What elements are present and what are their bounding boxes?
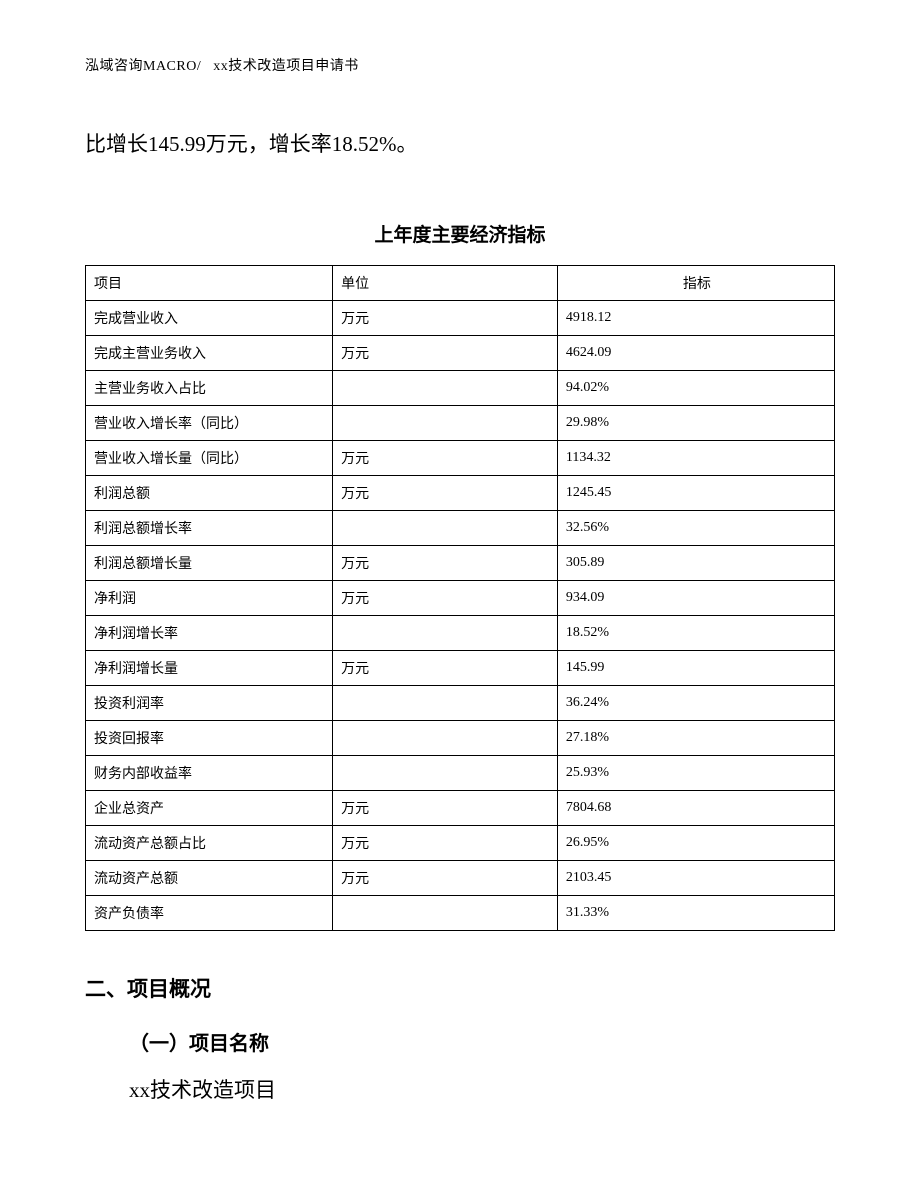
- table-row: 营业收入增长率（同比） 29.98%: [86, 405, 835, 440]
- table-title: 上年度主要经济指标: [85, 220, 835, 247]
- table-cell: 完成主营业务收入: [86, 335, 333, 370]
- table-row: 完成主营业务收入万元4624.09: [86, 335, 835, 370]
- table-cell: 4918.12: [557, 300, 834, 335]
- table-row: 财务内部收益率 25.93%: [86, 755, 835, 790]
- table-cell: 2103.45: [557, 860, 834, 895]
- table-cell: 1134.32: [557, 440, 834, 475]
- table-row: 利润总额增长量万元305.89: [86, 545, 835, 580]
- table-cell: 利润总额增长率: [86, 510, 333, 545]
- table-row: 净利润增长率 18.52%: [86, 615, 835, 650]
- table-cell: 财务内部收益率: [86, 755, 333, 790]
- table-row: 利润总额万元1245.45: [86, 475, 835, 510]
- table-cell: 营业收入增长率（同比）: [86, 405, 333, 440]
- table-cell: 31.33%: [557, 895, 834, 930]
- table-cell: 净利润: [86, 580, 333, 615]
- table-cell: [333, 370, 558, 405]
- table-row: 资产负债率 31.33%: [86, 895, 835, 930]
- table-row: 投资利润率 36.24%: [86, 685, 835, 720]
- table-body: 完成营业收入万元4918.12完成主营业务收入万元4624.09主营业务收入占比…: [86, 300, 835, 930]
- col-header-indicator: 指标: [557, 265, 834, 300]
- table-cell: 94.02%: [557, 370, 834, 405]
- table-cell: 流动资产总额: [86, 860, 333, 895]
- table-row: 流动资产总额万元2103.45: [86, 860, 835, 895]
- table-cell: [333, 755, 558, 790]
- table-row: 净利润增长量万元145.99: [86, 650, 835, 685]
- table-cell: 25.93%: [557, 755, 834, 790]
- table-row: 流动资产总额占比万元26.95%: [86, 825, 835, 860]
- table-cell: [333, 405, 558, 440]
- table-cell: [333, 685, 558, 720]
- table-cell: 26.95%: [557, 825, 834, 860]
- table-row: 完成营业收入万元4918.12: [86, 300, 835, 335]
- project-name-text: xx技术改造项目: [129, 1074, 835, 1104]
- table-cell: 万元: [333, 545, 558, 580]
- table-cell: 万元: [333, 825, 558, 860]
- col-header-unit: 单位: [333, 265, 558, 300]
- section-heading-3: （一）项目名称: [129, 1027, 835, 1056]
- table-cell: 万元: [333, 580, 558, 615]
- table-cell: 7804.68: [557, 790, 834, 825]
- section-heading-2: 二、项目概况: [85, 973, 835, 1003]
- table-cell: 主营业务收入占比: [86, 370, 333, 405]
- table-row: 主营业务收入占比 94.02%: [86, 370, 835, 405]
- table-cell: 万元: [333, 300, 558, 335]
- table-cell: 32.56%: [557, 510, 834, 545]
- table-cell: 万元: [333, 860, 558, 895]
- table-cell: 27.18%: [557, 720, 834, 755]
- document-page: 泓域咨询MACRO/ xx技术改造项目申请书 比增长145.99万元，增长率18…: [0, 0, 920, 1191]
- table-cell: 万元: [333, 440, 558, 475]
- table-cell: [333, 720, 558, 755]
- header-left: 泓域咨询MACRO/: [85, 59, 201, 74]
- table-cell: 营业收入增长量（同比）: [86, 440, 333, 475]
- table-cell: 4624.09: [557, 335, 834, 370]
- table-header-row: 项目 单位 指标: [86, 265, 835, 300]
- table-cell: 万元: [333, 475, 558, 510]
- table-cell: 企业总资产: [86, 790, 333, 825]
- table-row: 营业收入增长量（同比）万元1134.32: [86, 440, 835, 475]
- table-cell: [333, 615, 558, 650]
- table-cell: 万元: [333, 650, 558, 685]
- table-cell: 1245.45: [557, 475, 834, 510]
- table-row: 企业总资产万元7804.68: [86, 790, 835, 825]
- table-cell: 利润总额: [86, 475, 333, 510]
- table-cell: 29.98%: [557, 405, 834, 440]
- table-cell: 305.89: [557, 545, 834, 580]
- table-row: 投资回报率 27.18%: [86, 720, 835, 755]
- table-cell: 投资利润率: [86, 685, 333, 720]
- table-cell: 流动资产总额占比: [86, 825, 333, 860]
- table-cell: 净利润增长量: [86, 650, 333, 685]
- table-cell: 145.99: [557, 650, 834, 685]
- table-cell: [333, 895, 558, 930]
- table-cell: 万元: [333, 790, 558, 825]
- table-cell: [333, 510, 558, 545]
- table-row: 净利润万元934.09: [86, 580, 835, 615]
- table-cell: 投资回报率: [86, 720, 333, 755]
- table-cell: 资产负债率: [86, 895, 333, 930]
- body-paragraph: 比增长145.99万元，增长率18.52%。: [85, 125, 835, 165]
- table-cell: 完成营业收入: [86, 300, 333, 335]
- table-cell: 36.24%: [557, 685, 834, 720]
- table-cell: 934.09: [557, 580, 834, 615]
- table-row: 利润总额增长率 32.56%: [86, 510, 835, 545]
- table-cell: 净利润增长率: [86, 615, 333, 650]
- header-right: xx技术改造项目申请书: [213, 59, 359, 74]
- page-header: 泓域咨询MACRO/ xx技术改造项目申请书: [85, 55, 835, 75]
- indicators-table: 项目 单位 指标 完成营业收入万元4918.12完成主营业务收入万元4624.0…: [85, 265, 835, 931]
- col-header-project: 项目: [86, 265, 333, 300]
- table-cell: 利润总额增长量: [86, 545, 333, 580]
- table-cell: 万元: [333, 335, 558, 370]
- table-cell: 18.52%: [557, 615, 834, 650]
